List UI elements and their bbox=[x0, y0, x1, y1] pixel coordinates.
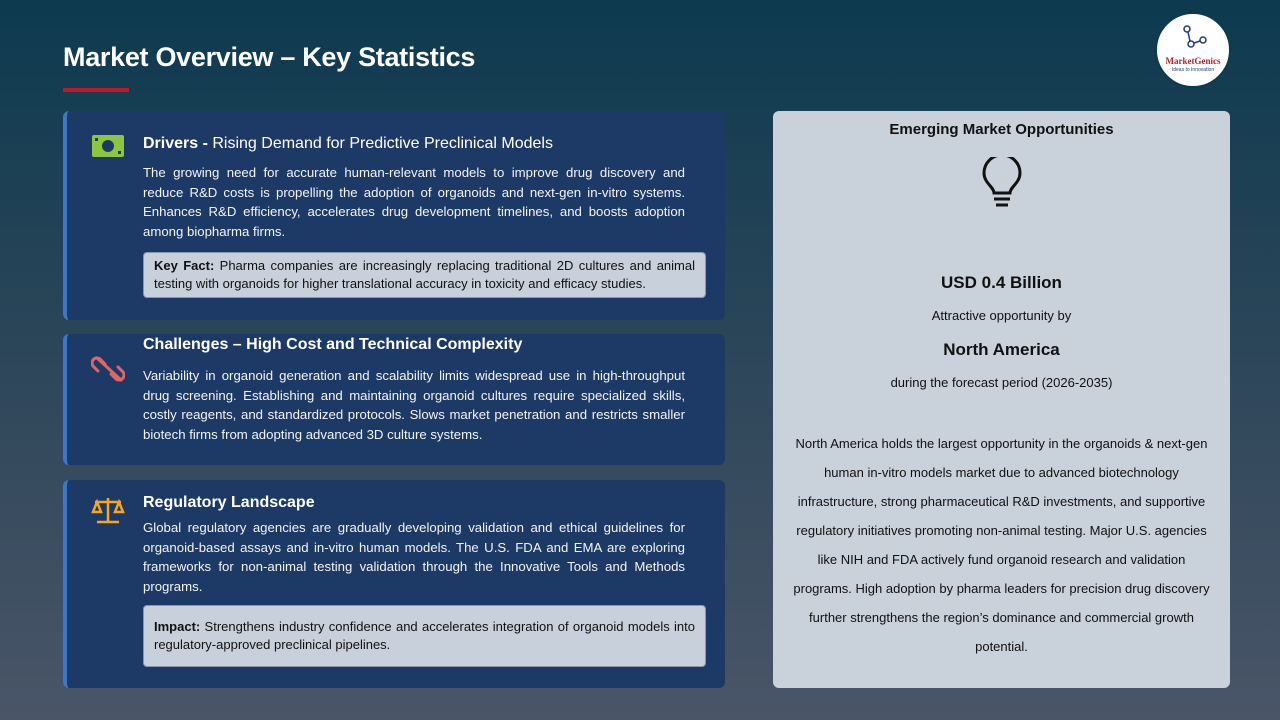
opportunity-region: North America bbox=[943, 340, 1060, 359]
key-fact-label: Key Fact: bbox=[154, 258, 215, 273]
regulatory-card: Regulatory Landscape Global regulatory a… bbox=[63, 480, 725, 688]
logo-name: MarketGenics bbox=[1165, 56, 1221, 66]
drivers-card: Drivers - Rising Demand for Predictive P… bbox=[63, 111, 725, 320]
logo-tagline: Ideas to Innovation bbox=[1171, 67, 1215, 73]
money-icon bbox=[92, 135, 124, 157]
molecule-icon bbox=[1183, 25, 1207, 48]
key-fact-text: Pharma companies are increasingly replac… bbox=[154, 258, 695, 291]
drivers-heading: Rising Demand for Predictive Preclinical… bbox=[207, 135, 553, 152]
impact-text: Strengthens industry confidence and acce… bbox=[154, 619, 695, 652]
regulatory-body: Global regulatory agencies are gradually… bbox=[143, 520, 685, 594]
drivers-body: The growing need for accurate human-rele… bbox=[143, 165, 685, 239]
page-title: Market Overview – Key Statistics bbox=[63, 42, 476, 72]
opportunity-by: Attractive opportunity by bbox=[931, 308, 1072, 323]
title-underline bbox=[63, 88, 129, 92]
challenges-card: Challenges – High Cost and Technical Com… bbox=[63, 334, 725, 465]
key-fact-box: Key Fact: Pharma companies are increasin… bbox=[143, 252, 706, 298]
scales-icon bbox=[91, 498, 125, 524]
opportunity-value: USD 0.4 Billion bbox=[941, 273, 1062, 292]
opportunity-period: during the forecast period (2026-2035) bbox=[890, 375, 1113, 390]
regulatory-heading: Regulatory Landscape bbox=[143, 494, 315, 511]
lightbulb-icon bbox=[982, 157, 1022, 207]
marketgenics-logo: MarketGenics Ideas to Innovation bbox=[1155, 12, 1231, 88]
drivers-label: Drivers - bbox=[143, 135, 208, 152]
opportunity-panel: Emerging Market Opportunities USD 0.4 Bi… bbox=[773, 111, 1230, 688]
challenges-body: Variability in organoid generation and s… bbox=[143, 368, 685, 442]
opportunity-body: North America holds the largest opportun… bbox=[793, 436, 1210, 654]
impact-label: Impact: bbox=[154, 619, 201, 634]
impact-box: Impact: Strengthens industry confidence … bbox=[143, 605, 706, 667]
broken-link-icon bbox=[91, 356, 125, 382]
opportunity-title: Emerging Market Opportunities bbox=[889, 121, 1114, 138]
challenges-heading: Challenges – High Cost and Technical Com… bbox=[143, 336, 523, 353]
